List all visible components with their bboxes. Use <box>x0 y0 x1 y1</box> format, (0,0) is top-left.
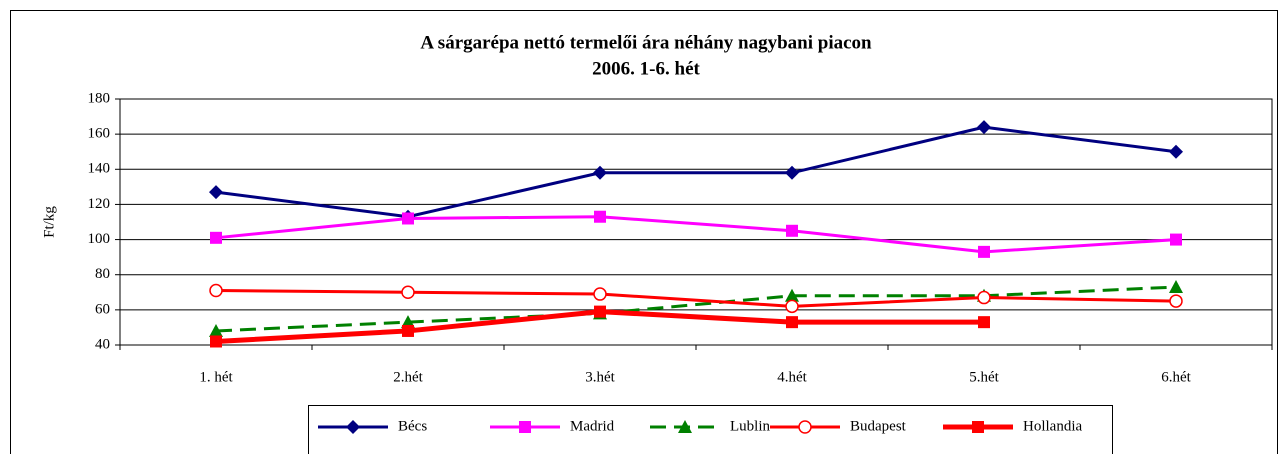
marker <box>1169 294 1183 308</box>
x-tick-label: 1. hét <box>199 369 233 385</box>
marker <box>593 165 607 180</box>
y-tick-label: 60 <box>95 301 110 317</box>
marker <box>785 165 799 180</box>
marker <box>346 420 360 434</box>
marker <box>978 316 990 329</box>
marker <box>785 299 799 314</box>
legend-box <box>308 405 1113 454</box>
legend-entry: Budapest <box>770 418 907 434</box>
y-tick-label: 40 <box>95 336 110 352</box>
y-tick-label: 140 <box>88 161 111 177</box>
y-tick-label: 100 <box>88 231 111 247</box>
marker <box>210 231 222 244</box>
legend-label: Madrid <box>570 418 615 434</box>
legend-entry: Lublin <box>650 418 770 434</box>
x-tick-label: 6.hét <box>1161 369 1191 385</box>
marker <box>785 288 799 302</box>
marker <box>401 285 415 300</box>
marker <box>786 316 798 329</box>
x-tick-label: 5.hét <box>969 369 999 385</box>
series-line <box>215 215 1177 254</box>
legend-label: Budapest <box>850 418 907 434</box>
marker <box>209 283 223 298</box>
marker <box>210 335 222 348</box>
series-line <box>215 289 1177 308</box>
marker <box>594 210 606 223</box>
y-tick-label: 120 <box>88 196 111 212</box>
legend-entry: Hollandia <box>943 418 1082 434</box>
legend-label: Hollandia <box>1023 418 1082 434</box>
marker <box>798 420 812 434</box>
chart-title: A sárgarépa nettó termelői ára néhány na… <box>420 32 872 53</box>
marker <box>977 120 991 135</box>
marker <box>519 421 531 433</box>
marker <box>593 287 607 301</box>
x-tick-label: 3.hét <box>585 369 615 385</box>
marker <box>978 245 990 258</box>
marker <box>402 212 414 225</box>
y-tick-label: 180 <box>88 90 111 106</box>
legend-entry: Madrid <box>490 418 615 434</box>
marker <box>209 323 223 337</box>
marker <box>977 290 991 305</box>
marker <box>401 315 415 329</box>
legend-label: Lublin <box>730 418 770 434</box>
chart-subtitle: 2006. 1-6. hét <box>592 58 700 79</box>
marker <box>1169 280 1183 294</box>
marker <box>1170 233 1182 246</box>
series-line <box>215 125 1177 219</box>
marker <box>972 421 984 433</box>
legend-label: Bécs <box>398 418 427 434</box>
legend-entry: Bécs <box>318 418 427 434</box>
marker <box>402 324 414 337</box>
x-tick-label: 2.hét <box>393 369 423 385</box>
x-tick-label: 4.hét <box>777 369 807 385</box>
series <box>209 283 1183 314</box>
series <box>209 120 1183 224</box>
marker <box>1169 144 1183 159</box>
marker <box>209 185 223 200</box>
y-tick-label: 160 <box>88 126 111 142</box>
marker <box>786 224 798 237</box>
marker <box>678 420 692 433</box>
marker <box>594 305 606 318</box>
y-tick-label: 80 <box>95 266 110 282</box>
series <box>210 210 1182 258</box>
series-line <box>215 285 1177 333</box>
series <box>210 305 990 348</box>
y-axis-label: Ft/kg <box>41 206 57 238</box>
